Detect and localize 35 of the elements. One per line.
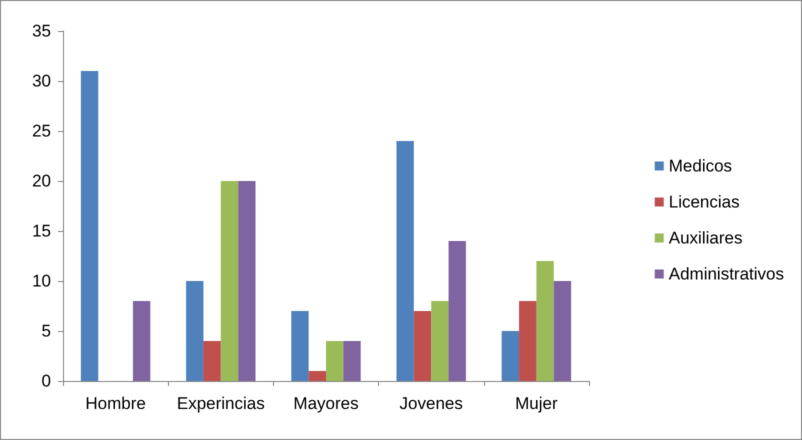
bar <box>414 311 432 381</box>
legend-label: Licencias <box>668 192 740 212</box>
legend-label: Auxiliares <box>668 228 742 248</box>
bar <box>291 311 309 381</box>
y-tick-label: 5 <box>42 322 51 340</box>
y-tick-label: 25 <box>32 122 51 140</box>
bar <box>308 371 326 381</box>
legend-label: Medicos <box>668 156 732 176</box>
bar <box>448 241 466 381</box>
bar <box>519 301 536 381</box>
x-tick-label: Hombre <box>85 394 146 413</box>
x-tick-label: Mayores <box>293 394 359 413</box>
bar <box>203 341 221 381</box>
bar <box>536 261 554 381</box>
y-tick-label: 15 <box>32 222 51 240</box>
bar <box>343 341 361 381</box>
x-tick-label: Mujer <box>515 394 558 413</box>
y-tick-label: 0 <box>42 372 51 390</box>
bar <box>554 281 572 381</box>
x-tick-label: Experincias <box>176 394 265 413</box>
bar <box>132 301 150 381</box>
y-tick-label: 10 <box>32 272 51 290</box>
bar <box>326 341 344 381</box>
bar <box>431 301 449 381</box>
y-tick-label: 30 <box>32 72 51 90</box>
legend-label: Administrativos <box>668 264 784 284</box>
bar <box>220 181 238 381</box>
bar <box>396 141 414 381</box>
x-tick-label: Jovenes <box>400 394 463 413</box>
y-tick-label: 20 <box>32 172 51 190</box>
bar <box>186 281 204 381</box>
bar <box>238 181 256 381</box>
y-tick-label: 35 <box>32 22 51 40</box>
bar <box>80 71 98 381</box>
bar <box>502 331 520 381</box>
